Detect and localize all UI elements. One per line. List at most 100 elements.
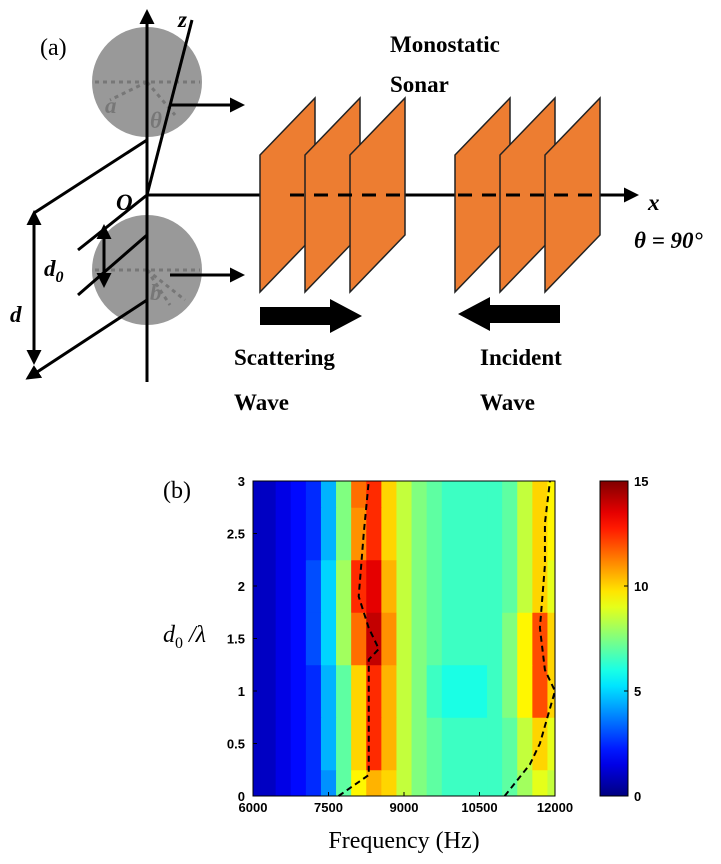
radius-label: b: [150, 280, 162, 305]
heat-cell: [532, 770, 548, 797]
heat-cell: [487, 770, 503, 797]
heat-cell: [291, 507, 307, 560]
heat-cell: [412, 481, 428, 508]
heat-cell: [253, 770, 261, 797]
heat-cell: [306, 665, 322, 718]
axis-label: x: [647, 190, 660, 215]
sonar-label: Monostatic: [390, 32, 500, 57]
heat-cell: [306, 612, 322, 665]
heat-cell: [351, 612, 367, 665]
heat-cell: [412, 665, 428, 718]
theta-label: θ: [150, 108, 162, 133]
heat-cell: [457, 560, 473, 613]
heat-cell: [442, 612, 458, 665]
heat-cell: [336, 717, 352, 770]
heat-cell: [502, 717, 518, 770]
heat-cell: [396, 507, 412, 560]
heat-cell: [276, 612, 292, 665]
heat-cell: [427, 770, 443, 797]
heat-cell: [261, 560, 277, 613]
heat-cell: [442, 665, 458, 718]
heat-cell: [261, 717, 277, 770]
heat-cell: [276, 717, 292, 770]
heat-cell: [336, 770, 352, 797]
heat-cell: [276, 770, 292, 797]
heat-cell: [457, 612, 473, 665]
heat-cell: [547, 481, 555, 508]
heat-cell: [291, 560, 307, 613]
heat-cell: [261, 770, 277, 797]
heat-cell: [366, 507, 382, 560]
heat-cell: [457, 717, 473, 770]
heat-cell: [396, 612, 412, 665]
heat-cell: [502, 481, 518, 508]
heat-cell: [336, 560, 352, 613]
heat-cell: [472, 612, 488, 665]
heat-cell: [253, 481, 261, 508]
y-axis-label: d0 /λ: [163, 622, 206, 652]
heat-cell: [472, 560, 488, 613]
heat-cell: [412, 612, 428, 665]
radius-label: a: [105, 93, 117, 118]
colorbar: [600, 481, 628, 796]
heat-cell: [457, 770, 473, 797]
colorbar-tick-label: 5: [634, 684, 641, 699]
heat-cell: [381, 665, 397, 718]
heat-cell: [396, 665, 412, 718]
heat-cell: [487, 507, 503, 560]
heat-cell: [442, 770, 458, 797]
heat-cell: [427, 665, 443, 718]
heat-cell: [457, 481, 473, 508]
colorbar-tick-label: 15: [634, 474, 648, 489]
heat-cell: [547, 770, 555, 797]
heat-cell: [442, 560, 458, 613]
heat-cell: [366, 770, 382, 797]
heat-cell: [366, 717, 382, 770]
heat-cell: [472, 717, 488, 770]
d0-main: d: [44, 256, 56, 281]
heat-cell: [412, 770, 428, 797]
heat-cell: [276, 481, 292, 508]
d0-label: d0: [44, 256, 64, 286]
heat-cell: [427, 717, 443, 770]
heat-cell: [351, 717, 367, 770]
heat-cell: [487, 717, 503, 770]
axis-label: z: [177, 7, 187, 32]
heat-cell: [351, 665, 367, 718]
heat-cell: [487, 665, 503, 718]
angle-label: θ = 90°: [634, 228, 704, 253]
incident-arrow: [458, 297, 560, 331]
heat-cell: [381, 612, 397, 665]
heat-cell: [517, 665, 533, 718]
heat-cell: [306, 481, 322, 508]
heat-cell: [321, 481, 337, 508]
heat-cell: [412, 560, 428, 613]
colorbar-tick-label: 0: [634, 789, 641, 804]
heat-cell: [457, 507, 473, 560]
heat-cell: [547, 560, 555, 613]
heat-cell: [472, 507, 488, 560]
heat-cell: [532, 665, 548, 718]
figure: (a) z O x θ = 90° Monostatic Sonar d0 d …: [0, 0, 721, 864]
heat-cell: [381, 507, 397, 560]
heat-cell: [261, 481, 277, 508]
wave-label: Wave: [480, 390, 535, 415]
heat-cell: [442, 717, 458, 770]
heat-cell: [321, 612, 337, 665]
heat-cell: [306, 770, 322, 797]
heat-cell: [457, 665, 473, 718]
heat-cell: [442, 507, 458, 560]
heat-cell: [306, 507, 322, 560]
heat-cell: [381, 560, 397, 613]
y-tick-label: 0: [238, 789, 245, 804]
heat-cell: [306, 717, 322, 770]
heat-cell: [427, 481, 443, 508]
heat-cell: [291, 665, 307, 718]
heat-cell: [276, 560, 292, 613]
heat-cell: [321, 560, 337, 613]
y-tick-label: 2: [238, 579, 245, 594]
heat-cell: [517, 770, 533, 797]
heat-cell: [412, 507, 428, 560]
diagram: (a) z O x θ = 90° Monostatic Sonar d0 d …: [10, 7, 704, 415]
heat-cell: [442, 481, 458, 508]
